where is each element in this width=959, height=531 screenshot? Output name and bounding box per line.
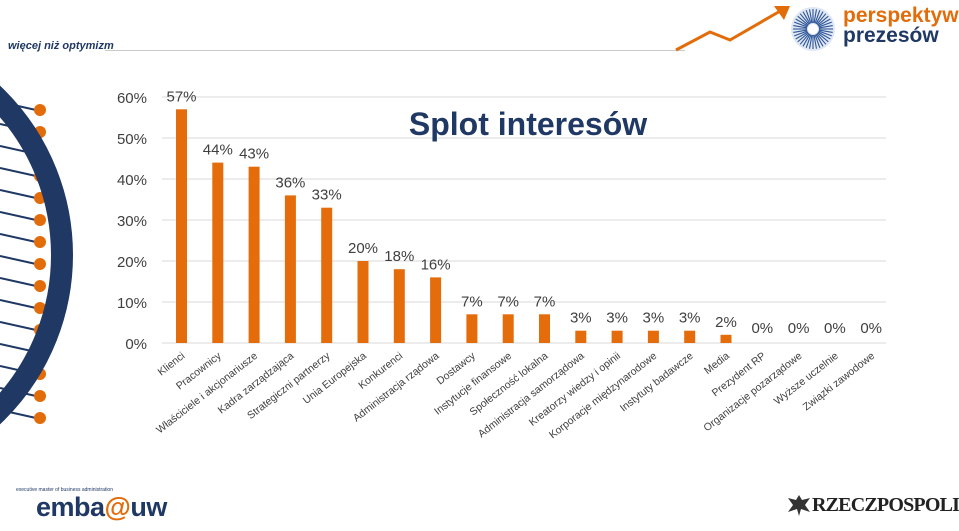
- brand-line-1: perspektywa: [843, 4, 959, 27]
- chart-title: Splot interesów: [409, 106, 647, 142]
- tagline: więcej niż optymizm: [8, 40, 114, 52]
- y-tick-label: 10%: [117, 295, 147, 312]
- data-label: 0%: [751, 320, 773, 337]
- bar: [720, 334, 732, 343]
- decorative-sunburst-graphic: [0, 85, 73, 425]
- data-label: 57%: [166, 88, 196, 105]
- bar: [212, 162, 224, 343]
- gridlines: [162, 96, 886, 344]
- data-label: 3%: [570, 310, 592, 327]
- data-label: 2%: [715, 314, 737, 331]
- bar: [430, 277, 442, 343]
- bar: [611, 330, 623, 343]
- category-label: Media: [702, 350, 732, 377]
- data-label: 3%: [606, 310, 628, 327]
- data-label: 36%: [275, 174, 305, 191]
- y-tick-label: 60%: [117, 90, 147, 107]
- bar: [575, 330, 587, 343]
- header-divider: [105, 50, 685, 51]
- bars: [176, 109, 732, 343]
- data-label: 16%: [421, 256, 451, 273]
- brand-logo-text: perspektywa prezesów: [843, 4, 959, 47]
- data-label: 0%: [788, 320, 810, 337]
- bar: [357, 261, 369, 343]
- y-tick-label: 40%: [117, 172, 147, 189]
- bar: [647, 330, 659, 343]
- bar: [321, 207, 333, 343]
- rzeczpospolita-logo: RZECZPOSPOLITA: [812, 494, 959, 516]
- data-label: 0%: [824, 320, 846, 337]
- bar: [539, 314, 550, 343]
- data-label: 7%: [497, 293, 519, 310]
- brand-line-2: prezesów: [843, 24, 939, 47]
- sunburst-logo-icon: [791, 7, 835, 51]
- bar: [466, 314, 478, 343]
- data-label: 3%: [679, 310, 701, 327]
- category-label: Klienci: [156, 350, 188, 379]
- emba-uw: uw: [130, 492, 167, 522]
- bar: [393, 269, 405, 343]
- data-label: 33%: [312, 187, 342, 204]
- bar: [684, 330, 696, 343]
- bar: [284, 195, 296, 343]
- y-tick-label: 0%: [125, 336, 147, 353]
- data-label: 0%: [860, 320, 882, 337]
- bar: [176, 109, 187, 343]
- data-label: 3%: [643, 310, 665, 327]
- emba-subtitle: executive master of business administrat…: [16, 487, 113, 493]
- y-axis-ticks: 0% 10% 20% 30% 40% 50% 60%: [117, 90, 147, 353]
- y-tick-label: 50%: [117, 131, 147, 148]
- growth-arrow-icon: [675, 6, 790, 52]
- data-label: 43%: [239, 146, 269, 163]
- data-labels: 57% 44% 43% 36% 33% 20% 18% 16% 7% 7% 7% 3% 3% 3% 3% 2%…: [166, 88, 882, 337]
- eagle-emblem-icon: [788, 495, 810, 516]
- emba-uw-logo: emba@uw: [36, 492, 167, 523]
- emba-at: @: [104, 492, 131, 522]
- data-label: 7%: [534, 293, 556, 310]
- bar: [502, 314, 514, 343]
- data-label: 20%: [348, 240, 378, 257]
- y-tick-label: 20%: [117, 254, 147, 271]
- data-label: 44%: [203, 142, 233, 159]
- y-tick-label: 30%: [117, 213, 147, 230]
- data-label: 18%: [384, 248, 414, 265]
- emba-text: emba: [36, 492, 105, 522]
- bar: [248, 166, 260, 343]
- data-label: 7%: [461, 293, 483, 310]
- category-label: Unia Europejska: [301, 350, 369, 407]
